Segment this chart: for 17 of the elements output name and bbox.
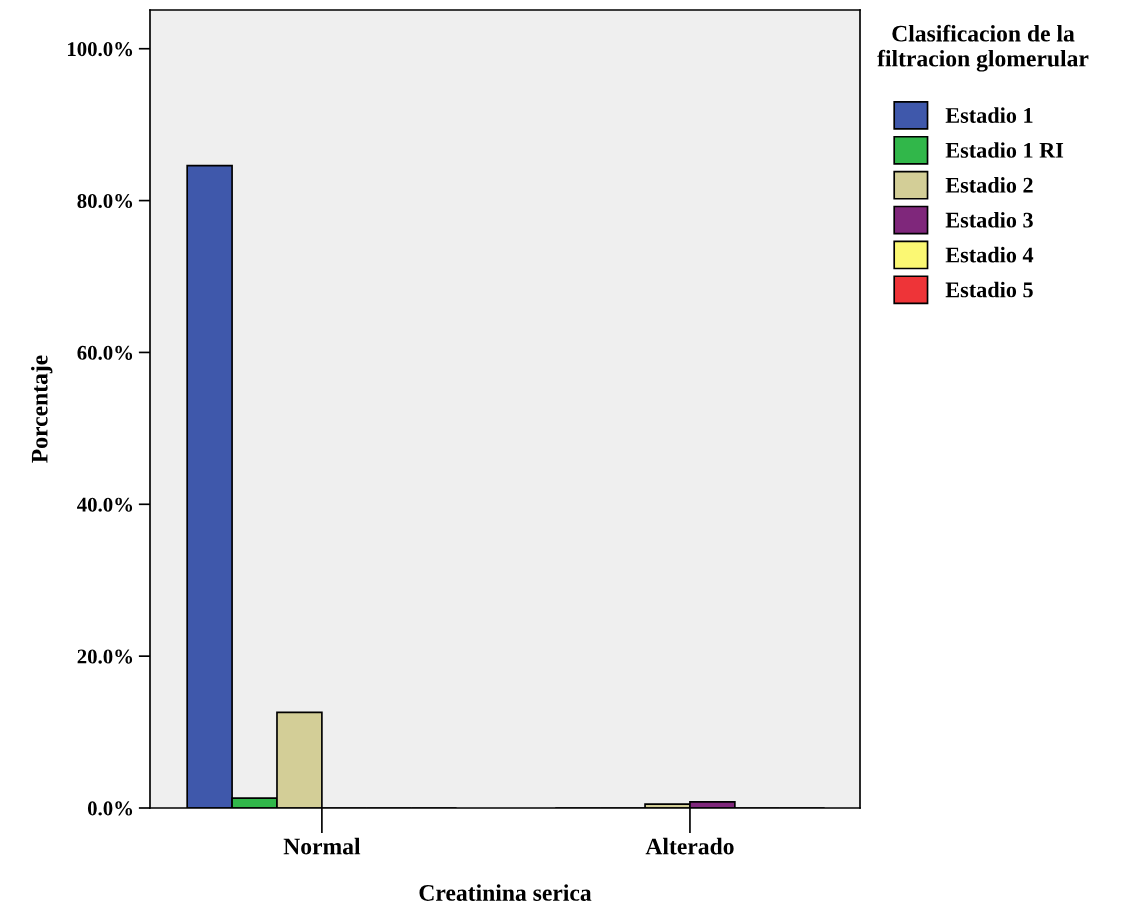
y-tick-label: 20.0%: [77, 649, 133, 664]
legend-label: Estadio 3: [945, 211, 1033, 228]
legend-label: Estadio 2: [945, 177, 1033, 193]
legend-label: Estadio 5: [945, 281, 1033, 298]
y-tick-label: 0.0%: [87, 801, 133, 816]
y-axis-title: Porcentaje: [31, 355, 53, 463]
legend-title: Clasificacion de la filtracion glomerular: [877, 24, 1089, 72]
x-tick-label: Alterado: [645, 837, 734, 855]
y-tick-label: 60.0%: [77, 345, 133, 360]
legend-label: Estadio 1: [945, 107, 1033, 123]
x-axis-title: Creatinina serica: [419, 884, 592, 901]
x-tick-label: Normal: [283, 837, 361, 855]
y-tick-label: 100.0%: [67, 42, 133, 57]
y-tick-label: 40.0%: [77, 497, 133, 512]
y-tick-label: 80.0%: [77, 193, 133, 209]
legend-label: Estadio 4: [945, 246, 1034, 263]
legend-label: Estadio 1 RI: [945, 142, 1064, 158]
